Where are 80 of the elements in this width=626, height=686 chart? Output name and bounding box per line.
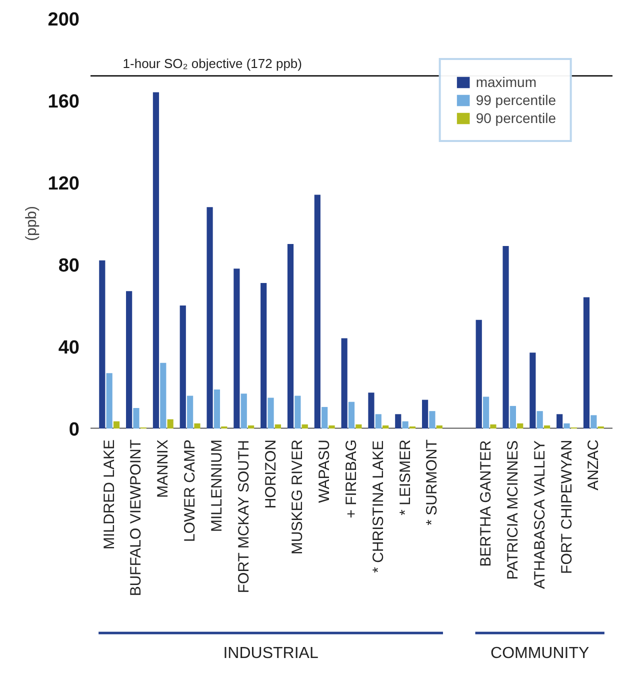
text: INDUSTRIAL <box>223 645 318 662</box>
bar <box>375 414 382 428</box>
bar <box>502 246 509 428</box>
bar <box>590 415 597 428</box>
bar <box>328 425 335 428</box>
bar <box>206 207 213 428</box>
bar <box>517 423 524 428</box>
bar <box>348 402 355 428</box>
ref-line-label: 1-hour SO₂ objective (172 ppb) <box>122 56 302 71</box>
x-tick-label: FORT CHIPEWYAN <box>558 440 576 574</box>
x-tick-label: BERTHA GANTER <box>478 440 495 567</box>
bar <box>482 396 490 428</box>
bar <box>356 424 362 428</box>
bar <box>167 419 174 428</box>
bar <box>274 424 282 428</box>
bar <box>395 414 402 428</box>
bar <box>476 320 482 428</box>
bar <box>294 396 301 428</box>
bar <box>322 406 328 428</box>
x-tick-label: HORIZON <box>262 439 280 509</box>
bar <box>556 414 563 428</box>
x-tick-label: BUFFALO VIEWPOINT <box>128 440 145 596</box>
bar <box>382 425 389 428</box>
bar <box>341 338 348 428</box>
y-tick-label: 0 <box>68 420 80 440</box>
bar <box>152 92 160 428</box>
bar <box>240 394 247 428</box>
text: COMMUNITY <box>490 645 590 662</box>
bar <box>214 390 220 428</box>
x-tick-label: ATHABASCA VALLEY <box>531 440 548 589</box>
bar <box>234 268 240 428</box>
bar <box>99 260 106 428</box>
x-tick-label: WAPASU <box>316 439 334 503</box>
legend-label: 90 percentile <box>476 110 556 126</box>
x-tick-label: PATRICIA MCINNES <box>504 440 522 580</box>
x-tick-label: * SURMONT <box>424 439 441 526</box>
bar <box>429 411 436 428</box>
x-tick-label: * CHRISTINA LAKE <box>370 440 387 573</box>
x-tick-label: * LEISMER <box>396 439 414 516</box>
bar <box>368 392 374 428</box>
bar <box>133 408 140 428</box>
bar <box>510 406 516 428</box>
bar <box>530 352 536 428</box>
bar <box>536 411 543 428</box>
x-tick-label: ANZAC <box>585 439 602 490</box>
legend-label: 99 percentile <box>476 92 556 108</box>
bar <box>544 425 550 428</box>
bar <box>302 424 308 428</box>
bar <box>490 424 496 428</box>
y-tick-label: 160 <box>48 92 80 112</box>
bar <box>113 421 120 428</box>
bar <box>268 398 274 428</box>
x-tick-label: MANNIX <box>154 439 172 498</box>
y-tick-label: 80 <box>58 256 80 276</box>
x-tick-label: LOWER CAMP <box>182 439 199 542</box>
bar <box>187 396 194 428</box>
x-tick-label: MILDRED LAKE <box>100 439 118 550</box>
y-tick-label: 200 <box>48 10 80 30</box>
x-tick-label: MILLENNIUM <box>208 439 226 532</box>
bar <box>160 362 166 428</box>
bar <box>436 425 442 428</box>
bar <box>194 423 200 428</box>
bar <box>402 421 408 428</box>
legend-label: maximum <box>476 74 536 90</box>
bar <box>564 423 570 428</box>
bar <box>583 297 590 428</box>
bar <box>180 306 186 428</box>
x-tick-label: MUSKEG RIVER <box>289 439 306 555</box>
y-tick-label: 40 <box>58 338 80 358</box>
bar <box>287 244 294 428</box>
bar <box>126 291 132 428</box>
x-tick-label: FORT MCKAY SOUTH <box>235 440 252 594</box>
bar <box>314 194 320 428</box>
x-tick-label: + FIREBAG <box>343 439 360 518</box>
bar <box>106 373 112 428</box>
bar <box>248 425 254 428</box>
y-axis-title: (ppb) <box>22 206 40 242</box>
bar <box>260 282 267 428</box>
y-tick-label: 120 <box>48 174 80 194</box>
bar <box>422 400 428 428</box>
